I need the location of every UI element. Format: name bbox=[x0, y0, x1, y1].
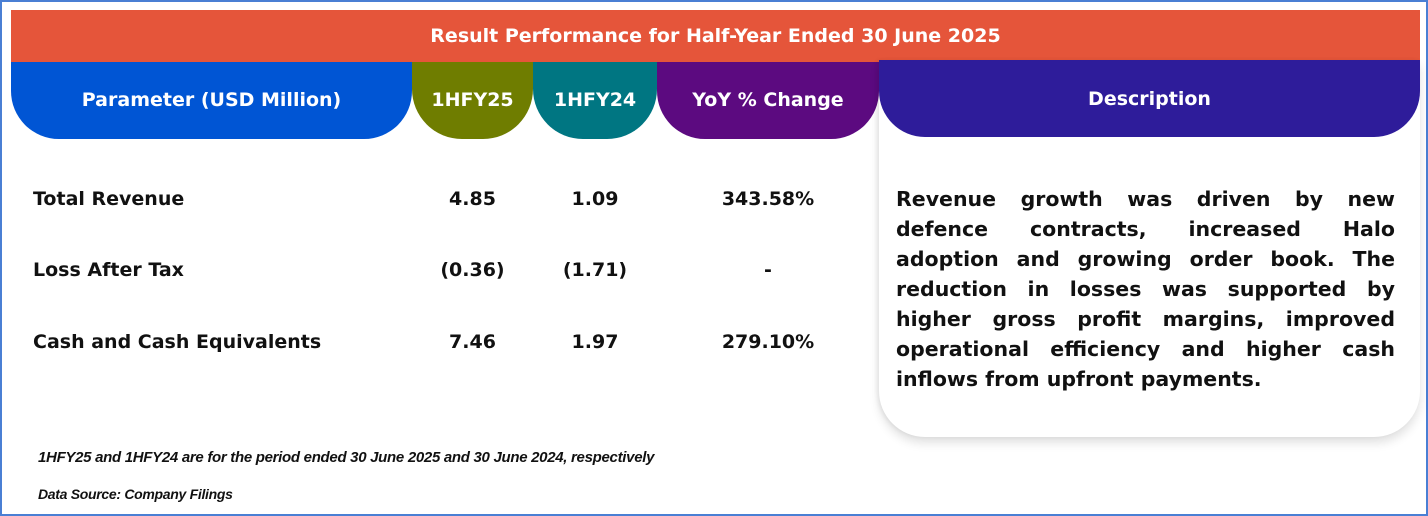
description-card: Description Revenue growth was driven by… bbox=[879, 60, 1420, 437]
row-yoy-value: 343.58% bbox=[721, 188, 815, 210]
row-1hfy25-value: 4.85 bbox=[449, 188, 496, 210]
data-source-footnote: Data Source: Company Filings bbox=[38, 486, 233, 502]
header-yoy-change: YoY % Change bbox=[657, 62, 879, 139]
row-parameter: Loss After Tax bbox=[33, 259, 184, 281]
header-description-label: Description bbox=[1088, 87, 1211, 110]
header-1hfy25-label: 1HFY25 bbox=[431, 88, 514, 111]
header-1hfy25: 1HFY25 bbox=[412, 62, 533, 139]
row-1hfy25-value: 7.46 bbox=[449, 331, 496, 353]
header-parameter: Parameter (USD Million) bbox=[11, 62, 412, 139]
title-banner: Result Performance for Half-Year Ended 3… bbox=[11, 10, 1420, 62]
header-1hfy24-label: 1HFY24 bbox=[553, 88, 637, 111]
page-title: Result Performance for Half-Year Ended 3… bbox=[430, 25, 1001, 47]
header-yoy-label: YoY % Change bbox=[692, 88, 844, 111]
row-parameter: Cash and Cash Equivalents bbox=[33, 331, 322, 353]
row-parameter: Total Revenue bbox=[33, 188, 185, 210]
row-1hfy24-value: (1.71) bbox=[562, 259, 628, 281]
row-1hfy24-value: 1.09 bbox=[571, 188, 619, 210]
row-1hfy24-value: 1.97 bbox=[571, 331, 619, 353]
period-footnote: 1HFY25 and 1HFY24 are for the period end… bbox=[38, 449, 655, 466]
header-description: Description bbox=[879, 60, 1420, 137]
row-yoy-value: 279.10% bbox=[721, 331, 815, 353]
table-row: Loss After Tax (0.36) (1.71) - bbox=[0, 255, 879, 285]
header-parameter-label: Parameter (USD Million) bbox=[81, 88, 342, 111]
description-text: Revenue growth was driven by new defence… bbox=[896, 187, 1395, 391]
table-row: Total Revenue 4.85 1.09 343.58% bbox=[0, 184, 879, 214]
row-yoy-value: - bbox=[764, 259, 772, 281]
table-row: Cash and Cash Equivalents 7.46 1.97 279.… bbox=[0, 327, 879, 357]
header-1hfy24: 1HFY24 bbox=[533, 62, 657, 139]
row-1hfy25-value: (0.36) bbox=[440, 259, 505, 281]
